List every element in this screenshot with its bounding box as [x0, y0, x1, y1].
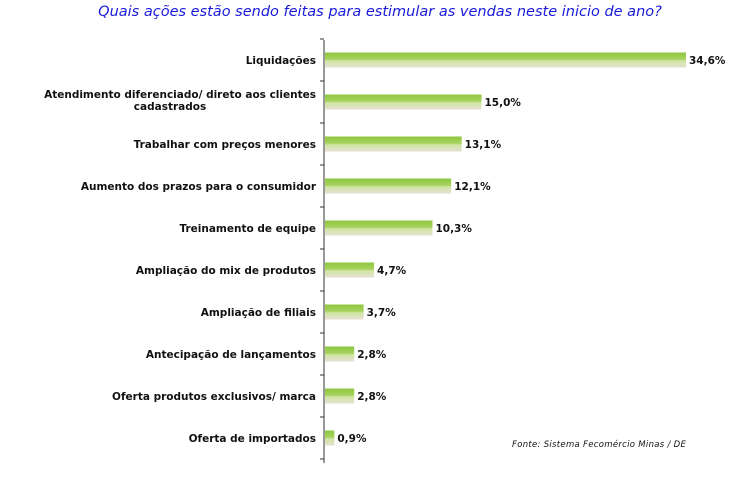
bar: [325, 94, 482, 110]
value-label: 3,7%: [367, 307, 397, 319]
category-label: Oferta produtos exclusivos/ marca: [112, 391, 316, 403]
source-note: Fonte: Sistema Fecomércio Minas / DE: [512, 440, 687, 450]
value-label: 10,3%: [435, 223, 472, 235]
value-label: 2,8%: [357, 391, 387, 403]
category-labels: Liquidações Atendimento diferenciado/ dir…: [44, 55, 317, 445]
bar: [325, 388, 355, 404]
value-label: 15,0%: [485, 97, 522, 109]
value-labels: 34,6% 15,0% 13,1% 12,1% 10,3% 4,7% 3,7% 2,8% 2,8…: [337, 55, 726, 445]
bar: [325, 304, 364, 320]
value-label: 34,6%: [689, 55, 726, 67]
category-label: Aumento dos prazos para o consumidor: [81, 181, 317, 193]
category-label: Ampliação do mix de produtos: [136, 265, 316, 277]
bar: [325, 262, 375, 278]
bar: [325, 430, 335, 446]
value-label: 4,7%: [377, 265, 407, 277]
value-label: 0,9%: [337, 433, 367, 445]
category-label: Atendimento diferenciado/ direto aos cli…: [44, 89, 316, 113]
bar: [325, 136, 462, 152]
category-label: Treinamento de equipe: [179, 223, 316, 235]
bar: [325, 52, 686, 68]
value-label: 12,1%: [454, 181, 491, 193]
bar: [325, 346, 355, 362]
category-label: Trabalhar com preços menores: [134, 139, 316, 151]
bars-group: [325, 52, 686, 446]
chart-title: Quais ações estão sendo feitas para esti…: [98, 4, 662, 20]
category-label: Oferta de importados: [189, 433, 316, 445]
bar: [325, 220, 433, 236]
category-label: Liquidações: [246, 55, 316, 67]
y-axis-ticks: [320, 38, 324, 460]
value-label: 13,1%: [465, 139, 502, 151]
category-label: Ampliação de filiais: [201, 307, 316, 319]
category-label: Antecipação de lançamentos: [146, 349, 316, 361]
bar: [325, 178, 452, 194]
value-label: 2,8%: [357, 349, 387, 361]
